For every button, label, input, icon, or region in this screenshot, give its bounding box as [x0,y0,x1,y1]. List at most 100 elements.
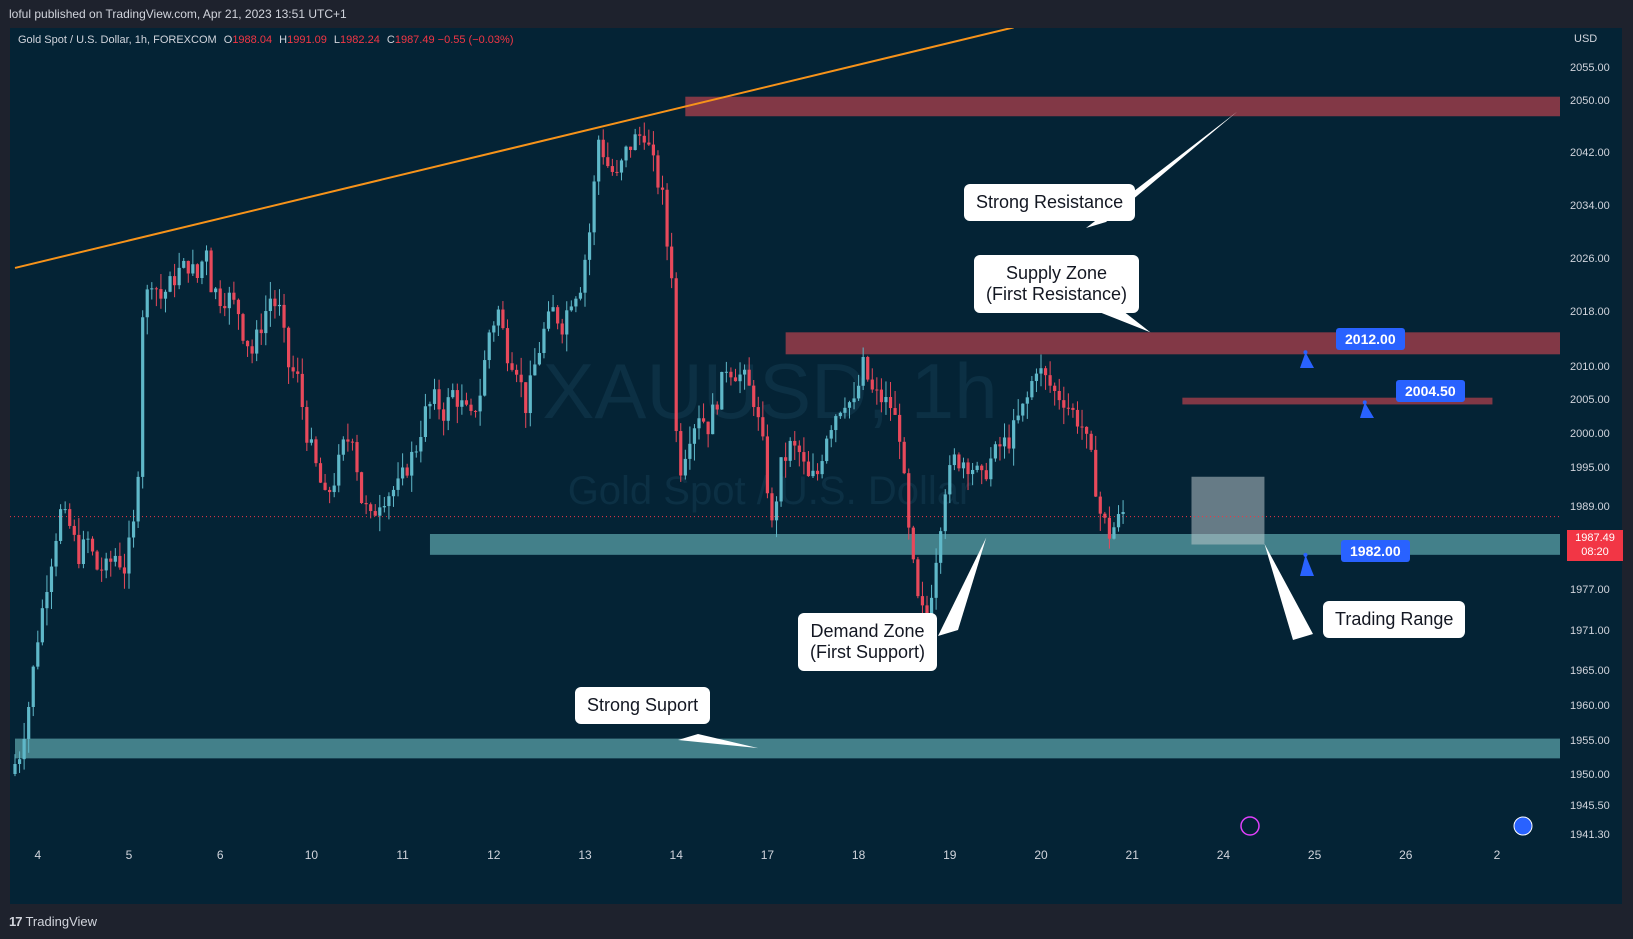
candle-body [1098,496,1102,514]
y-tick-label: 1945.50 [1570,800,1610,812]
candle-body [45,592,49,609]
candle-body [396,478,400,490]
candle-body [884,396,888,403]
candle-countdown: 08:20 [1581,546,1609,558]
candle-body [806,461,811,477]
candle-body [27,706,31,739]
candle-body [419,437,423,452]
price-tag-2004-50[interactable]: 2004.50 [1396,380,1465,402]
candle-body [473,410,478,412]
candle-body [218,288,222,307]
x-tick-label: 14 [670,848,684,862]
candle-body [592,181,596,233]
candle-body [483,360,487,396]
candle-body [100,569,104,571]
candle-body [250,346,254,354]
candle-body [150,288,154,290]
candle-body [104,558,108,571]
candle-body [341,439,345,455]
price-tag-pointer [1300,352,1314,368]
candle-body [711,404,715,435]
symbol-legend: Gold Spot / U.S. Dollar, 1h, FOREXCOM O1… [18,34,514,46]
candle-body [670,246,674,279]
candle-body [583,259,587,293]
candle-body [706,421,710,435]
candle-body [1116,514,1121,528]
x-tick-label: 25 [1308,848,1322,862]
price-chart[interactable]: XAUUSD, 1h Gold Spot / U.S. Dollar 1941.30… [10,28,1622,904]
candle-body [565,310,569,335]
price-tag-pointer [1360,402,1374,418]
candle-body [423,406,427,438]
candle-body [332,485,336,493]
candle-body [1016,415,1020,421]
currency-label: USD [1574,33,1598,45]
candle-body [556,307,560,324]
high-value: 1991.09 [287,34,327,46]
publish-bar: loful published on TradingView.com, Apr … [0,0,1633,28]
tradingview-logo[interactable]: 17 TradingView [9,914,97,929]
candle-body [720,371,724,410]
callout-supply-zone[interactable]: Supply Zone (First Resistance) [974,255,1140,313]
candle-body [861,356,865,386]
candle-body [31,666,35,707]
candle-body [227,292,231,309]
candle-body [788,440,792,461]
candle-body [756,407,760,418]
candle-body [1039,368,1043,374]
y-tick-label: 2026.00 [1570,253,1610,265]
candle-body [36,642,40,667]
x-tick-label: 24 [1217,848,1231,862]
candle-body [1021,403,1025,416]
candle-body [747,369,751,386]
price-tag-pointer [1300,554,1314,576]
footer-bar [0,904,1633,939]
open-label: O [223,34,233,46]
candle-body [163,291,168,299]
candle-body [784,457,788,461]
candle-body [346,439,350,442]
candle-body [679,431,683,476]
candle-body [1007,437,1011,449]
candle-body [601,139,605,158]
candle-body [829,430,833,439]
current-price-badge: 1987.49 08:20 [1567,530,1623,561]
candle-body [647,142,651,145]
candle-body [1075,409,1080,427]
candle-body [359,472,364,504]
candle-body [245,340,250,347]
callout-strong-support[interactable]: Strong Suport [575,687,711,724]
x-tick-label: 5 [126,848,133,862]
candle-body [113,555,117,562]
candle-body [40,608,44,643]
candle-body [455,390,459,407]
candle-body [305,407,309,443]
x-tick-label: 26 [1399,848,1413,862]
callout-pointer [938,537,987,636]
candle-body [17,759,22,765]
price-tag-1982[interactable]: 1982.00 [1341,540,1410,562]
candle-body [72,525,76,535]
candle-body [993,444,997,459]
candle-body [241,314,245,341]
candle-body [879,389,883,403]
candle-body [843,407,847,413]
candle-body [350,441,355,443]
y-tick-label: 2010.00 [1570,361,1610,373]
candle-body [692,428,697,444]
candle-body [1025,397,1029,404]
callout-strong-resistance[interactable]: Strong Resistance [964,184,1136,221]
callout-pointer [678,734,759,749]
candle-body [638,134,642,136]
candle-body [1085,426,1089,434]
watermark-ticker: XAUUSD, 1h [542,347,997,435]
callout-trading-range[interactable]: Trading Range [1323,601,1466,638]
candle-body [118,555,122,568]
callout-demand-zone[interactable]: Demand Zone (First Support) [798,613,938,671]
y-tick-label: 1941.30 [1570,829,1610,841]
candle-body [624,146,628,161]
price-tag-2012[interactable]: 2012.00 [1336,328,1405,350]
candle-body [401,467,405,479]
candle-body [761,417,765,437]
x-tick-label: 19 [943,848,957,862]
